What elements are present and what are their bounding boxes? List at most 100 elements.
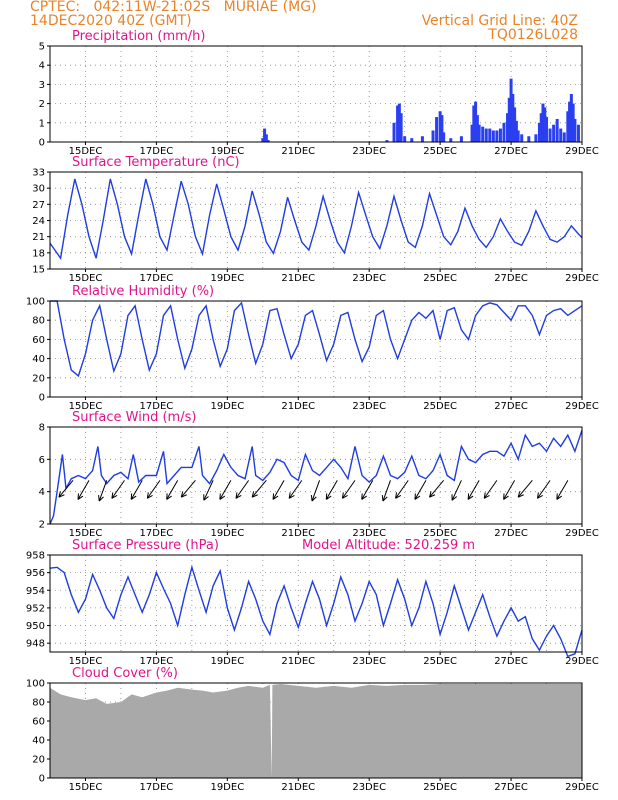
precip-bar xyxy=(396,105,400,142)
wind-arrow-head xyxy=(203,496,209,501)
x-tick-label: 25DEC xyxy=(423,656,457,667)
y-tick-label: 0 xyxy=(39,774,45,785)
precip-bar xyxy=(566,111,570,142)
x-tick-label: 27DEC xyxy=(494,656,528,667)
y-tick-label: 1 xyxy=(39,118,45,129)
x-tick-label: 29DEC xyxy=(565,656,599,667)
x-tick-label: 17DEC xyxy=(140,401,174,412)
header-grid-line: Vertical Grid Line: 40Z xyxy=(421,13,578,29)
precip-bar xyxy=(403,136,407,142)
precip-bar xyxy=(459,136,463,142)
precip-bar xyxy=(435,117,439,142)
wind-arrow-head xyxy=(58,491,61,498)
precip-bar xyxy=(438,111,442,142)
x-tick-label: 27DEC xyxy=(494,401,528,412)
wind-arrow-head xyxy=(382,496,388,502)
wind-arrow xyxy=(219,480,232,500)
y-tick-label: 33 xyxy=(32,168,45,179)
panel-title-cloud: Cloud Cover (%) xyxy=(72,666,178,681)
wind-arrow-head xyxy=(342,495,348,499)
wind-arrow xyxy=(451,480,462,501)
x-tick-label: 19DEC xyxy=(210,782,244,793)
precip-bar xyxy=(507,97,511,142)
wind-arrow xyxy=(361,480,374,500)
precip-bar xyxy=(555,118,559,142)
wind-arrow-head xyxy=(536,492,539,499)
precip-bar xyxy=(481,126,485,142)
wind-arrow-head xyxy=(166,495,172,500)
panel-title-temp: Surface Temperature (nC) xyxy=(72,155,240,170)
wind-arrow-head xyxy=(252,494,258,498)
wind-arrow-head xyxy=(272,495,279,500)
x-tick-label: 17DEC xyxy=(140,656,174,667)
x-tick-label: 27DEC xyxy=(494,782,528,793)
wind-arrow xyxy=(130,480,143,500)
precip-bar xyxy=(397,103,401,142)
wind-arrow xyxy=(251,480,267,498)
wind-arrow-head xyxy=(98,495,100,502)
precip-bar xyxy=(488,128,492,142)
model-altitude: Model Altitude: 520.259 m xyxy=(302,538,476,553)
wind-arrow xyxy=(146,480,161,499)
precip-bar xyxy=(545,117,549,142)
wind-arrow-head xyxy=(451,496,458,501)
header-model-id: TQ0126L028 xyxy=(488,27,578,43)
precip-bar xyxy=(420,136,424,142)
x-tick-label: 17DEC xyxy=(140,528,174,539)
precip-bar xyxy=(513,107,517,142)
wind-arrow-head xyxy=(310,495,313,502)
wind-arrow-head xyxy=(517,491,521,498)
wind-arrow-head xyxy=(395,495,402,499)
wind-arrow-head xyxy=(414,495,421,500)
wind-arrow-head xyxy=(361,495,367,500)
y-tick-label: 4 xyxy=(39,487,45,498)
precip-bar xyxy=(559,128,563,142)
wind-arrow xyxy=(414,480,427,500)
y-tick-label: 950 xyxy=(26,621,45,632)
wind-arrow-head xyxy=(518,494,524,498)
wind-speed-line xyxy=(49,429,583,525)
precip-bar xyxy=(569,94,573,142)
x-tick-label: 23DEC xyxy=(352,782,386,793)
panel-frame xyxy=(49,682,583,779)
y-tick-label: 0 xyxy=(39,393,45,404)
wind-arrow-head xyxy=(483,492,486,499)
wind-arrow-head xyxy=(537,495,543,499)
precip-bar xyxy=(440,115,444,142)
y-tick-label: 15 xyxy=(32,265,45,276)
x-tick-label: 25DEC xyxy=(423,782,457,793)
precip-bar xyxy=(410,138,414,142)
wind-arrow xyxy=(111,480,125,499)
x-tick-label: 23DEC xyxy=(352,146,386,157)
panel-title-wind: Surface Wind (m/s) xyxy=(72,410,197,425)
wind-arrow xyxy=(325,480,338,500)
precip-bar xyxy=(541,103,545,142)
wind-arrow xyxy=(98,480,108,502)
wind-arrow-head xyxy=(111,492,114,499)
x-tick-label: 27DEC xyxy=(494,146,528,157)
precip-bar xyxy=(516,130,520,142)
x-tick-label: 15DEC xyxy=(69,146,103,157)
y-tick-label: 27 xyxy=(32,200,45,211)
y-tick-label: 2 xyxy=(39,99,45,110)
wind-arrow xyxy=(483,480,498,499)
precip-bar xyxy=(475,115,479,142)
precip-bar xyxy=(509,78,513,142)
wind-arrow-head xyxy=(235,492,238,499)
y-tick-label: 8 xyxy=(39,423,45,434)
precip-bar xyxy=(514,120,518,142)
precip-bar xyxy=(548,128,552,142)
precip-bar xyxy=(506,113,510,142)
precip-bar xyxy=(264,134,268,142)
x-tick-label: 21DEC xyxy=(281,528,315,539)
y-tick-label: 20 xyxy=(32,755,45,766)
x-tick-label: 15DEC xyxy=(69,656,103,667)
x-tick-label: 29DEC xyxy=(565,401,599,412)
wind-arrow-head xyxy=(429,491,432,498)
y-tick-label: 24 xyxy=(32,216,45,227)
humidity-line xyxy=(50,300,583,378)
wind-arrow xyxy=(382,480,391,502)
precip-bar xyxy=(385,140,389,142)
precip-bar xyxy=(449,138,453,142)
y-tick-label: 4 xyxy=(39,61,45,72)
